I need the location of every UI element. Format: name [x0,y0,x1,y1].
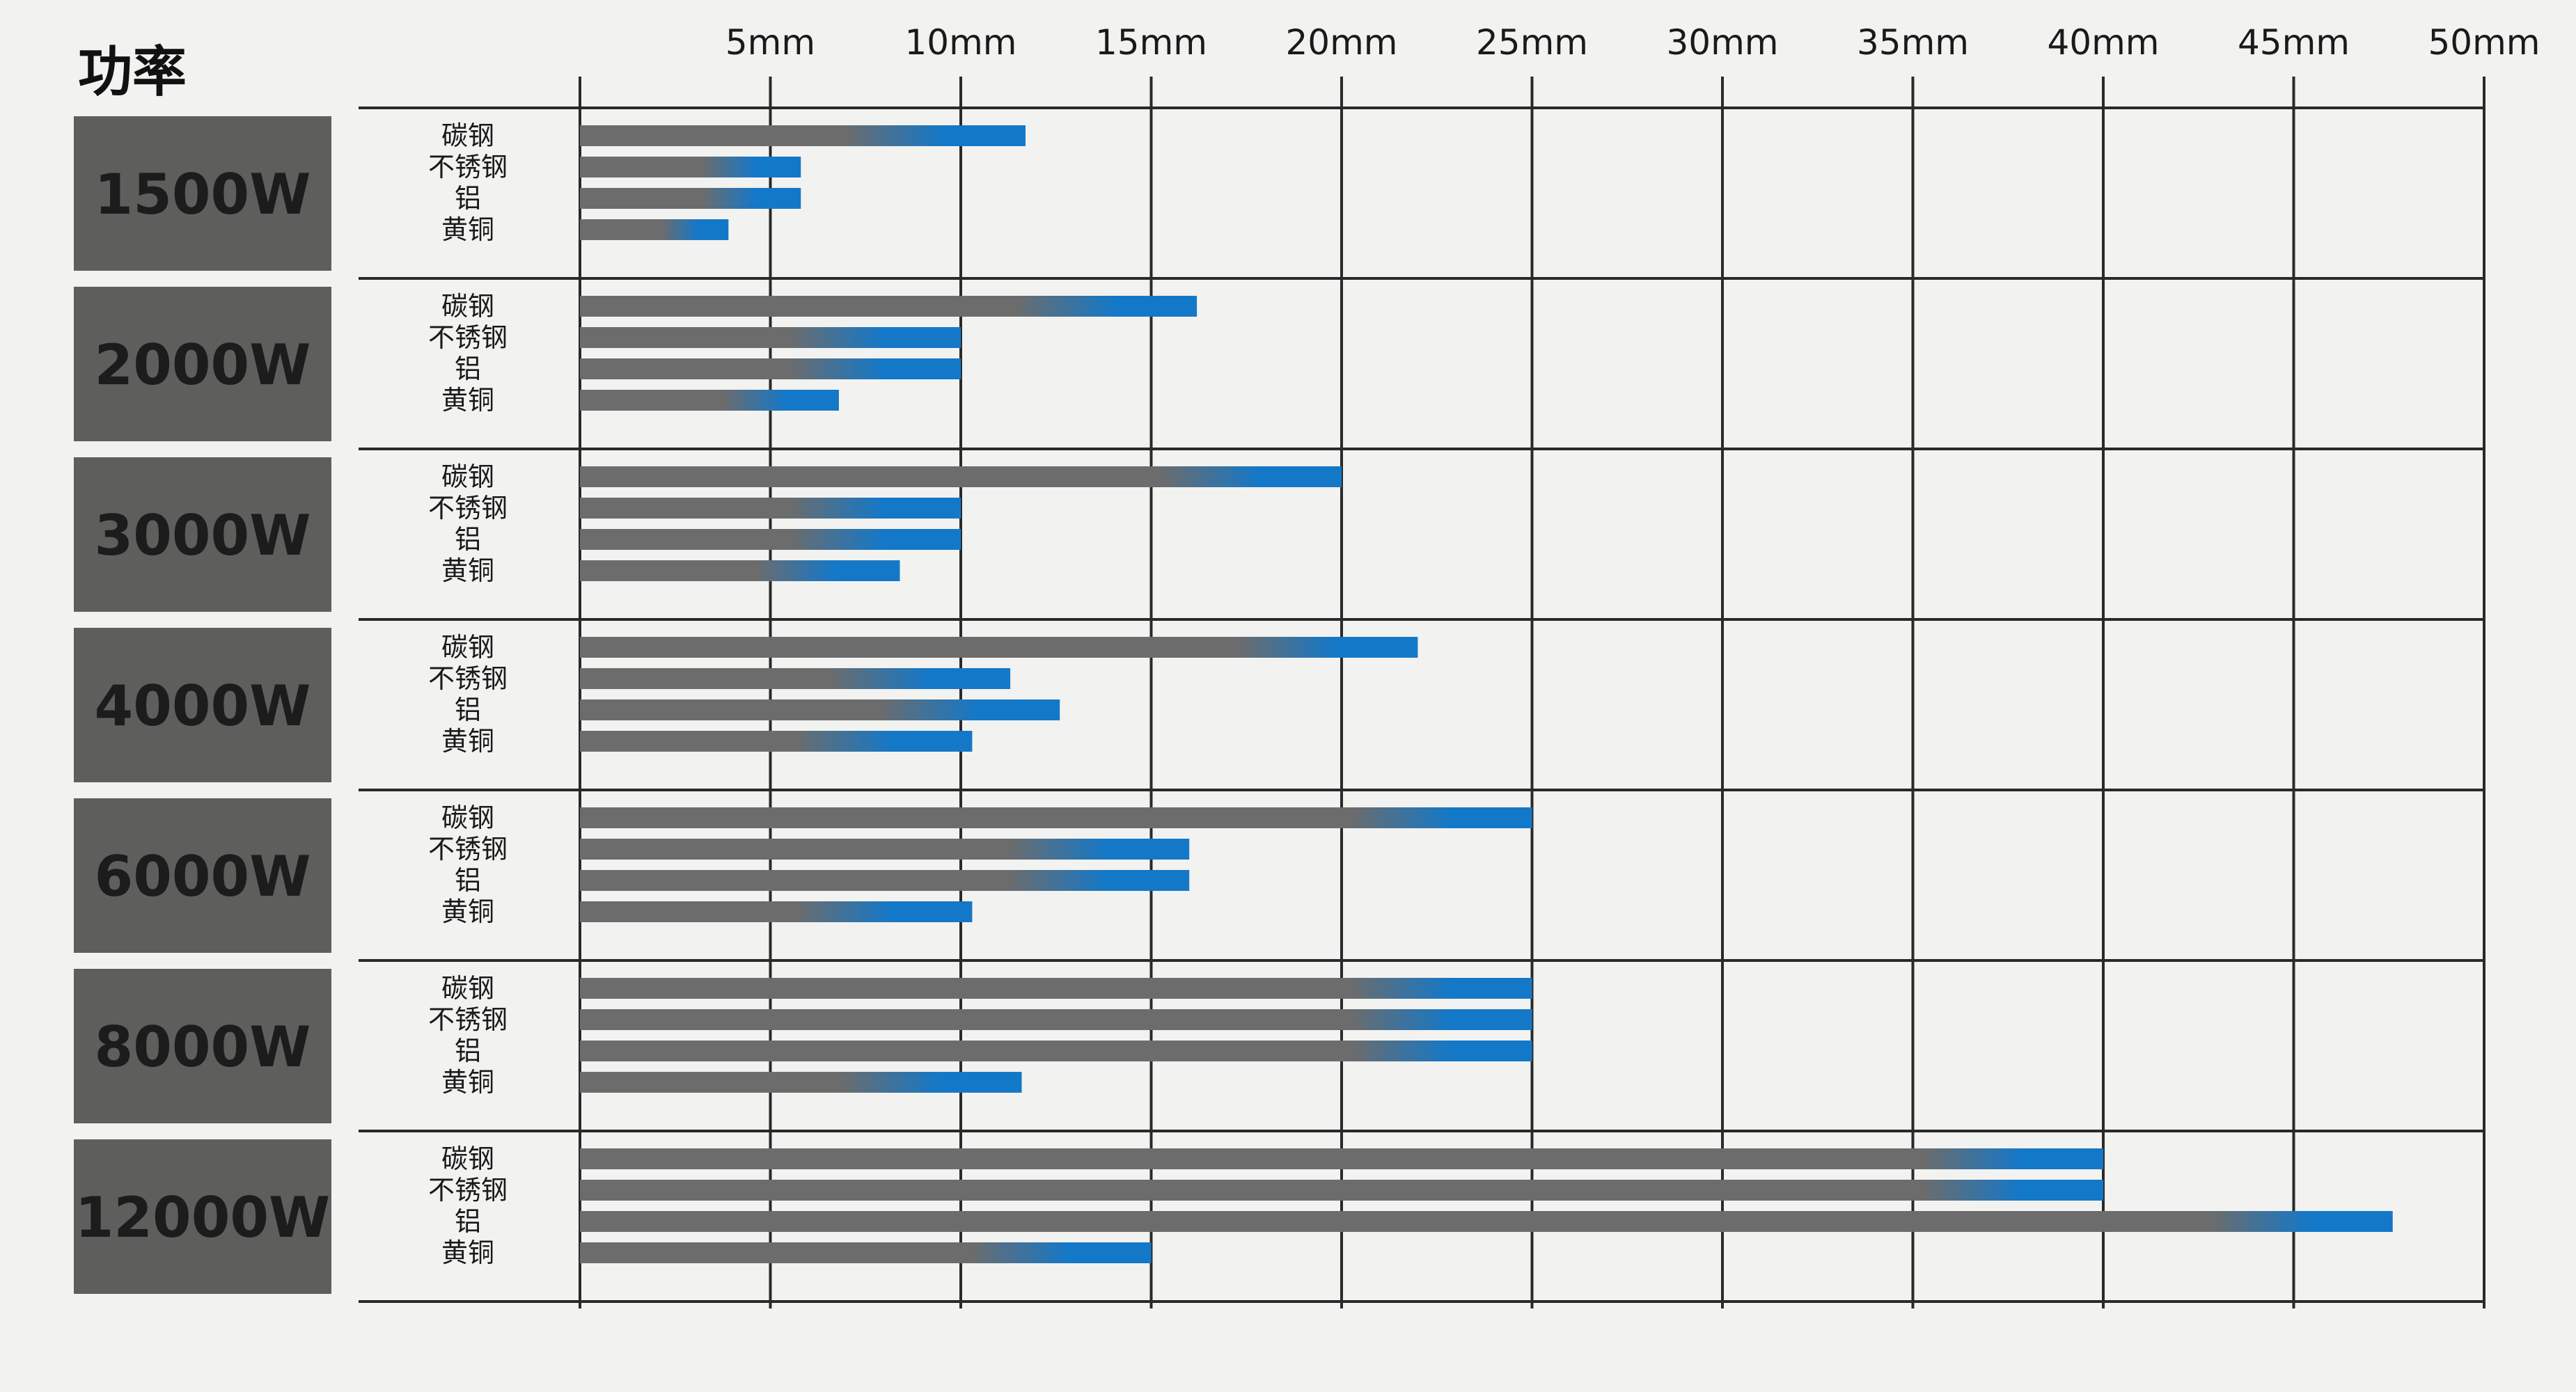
material-label-铝: 铝 [455,1036,481,1066]
x-axis-tick-labels: 5mm 10mm 15mm 20mm 25mm 30mm 35mm 40mm 45mm 50mm [725,22,2540,63]
material-label-碳钢: 碳钢 [441,802,494,833]
power-label-8000W: 8000W [95,1015,311,1079]
material-label-碳钢: 碳钢 [441,632,494,663]
bar-3000W-铝 [580,529,961,550]
material-label-不锈钢: 不锈钢 [428,493,508,523]
bar-12000W-铝 [580,1211,2393,1232]
power-labels: 1500W 2000W 3000W 4000W 6000W 8000W 12000W [74,116,331,1294]
material-label-不锈钢: 不锈钢 [428,1175,508,1205]
x-tick-label-20mm: 20mm [1285,22,1397,63]
material-label-黄铜: 黄铜 [441,1067,494,1098]
bars [580,125,2393,1263]
power-label-4000W: 4000W [95,674,311,738]
grid [359,77,2485,1308]
bar-3000W-黄铜 [580,560,900,581]
bar-8000W-黄铜 [580,1072,1022,1093]
bar-8000W-不锈钢 [580,1009,1532,1030]
material-label-铝: 铝 [455,354,481,384]
material-label-不锈钢: 不锈钢 [428,834,508,864]
bar-12000W-黄铜 [580,1242,1152,1263]
material-label-碳钢: 碳钢 [441,461,494,492]
bar-4000W-铝 [580,699,1060,720]
power-label-3000W: 3000W [95,503,311,568]
x-tick-label-15mm: 15mm [1095,22,1207,63]
material-label-铝: 铝 [455,865,481,896]
x-tick-label-5mm: 5mm [725,22,815,63]
power-label-2000W: 2000W [95,333,311,397]
material-label-碳钢: 碳钢 [441,291,494,322]
x-tick-label-25mm: 25mm [1476,22,1588,63]
material-label-不锈钢: 不锈钢 [428,322,508,353]
material-label-黄铜: 黄铜 [441,214,494,245]
x-tick-label-30mm: 30mm [1666,22,1778,63]
material-label-碳钢: 碳钢 [441,120,494,151]
bar-4000W-黄铜 [580,731,973,752]
material-label-碳钢: 碳钢 [441,973,494,1004]
x-tick-label-40mm: 40mm [2047,22,2159,63]
material-label-铝: 铝 [455,695,481,725]
material-label-黄铜: 黄铜 [441,385,494,416]
bar-3000W-不锈钢 [580,498,961,519]
bar-6000W-碳钢 [580,807,1532,828]
bar-1500W-不锈钢 [580,157,801,177]
bar-2000W-铝 [580,358,961,379]
material-label-不锈钢: 不锈钢 [428,152,508,182]
bar-3000W-碳钢 [580,466,1342,487]
power-box-2000W [74,287,331,441]
bar-12000W-不锈钢 [580,1180,2103,1201]
power-box-12000W [74,1139,331,1294]
bar-1500W-铝 [580,188,801,209]
bar-2000W-碳钢 [580,296,1197,317]
x-tick-label-45mm: 45mm [2238,22,2350,63]
x-tick-label-50mm: 50mm [2428,22,2540,63]
power-box-4000W [74,628,331,782]
material-label-碳钢: 碳钢 [441,1144,494,1174]
material-label-铝: 铝 [455,524,481,555]
bar-1500W-黄铜 [580,219,729,240]
material-label-铝: 铝 [455,1206,481,1237]
power-box-6000W [74,798,331,953]
bar-6000W-黄铜 [580,901,973,922]
bar-4000W-碳钢 [580,637,1418,658]
material-label-黄铜: 黄铜 [441,726,494,757]
bar-8000W-铝 [580,1041,1532,1061]
x-tick-label-35mm: 35mm [1857,22,1969,63]
power-box-3000W [74,457,331,612]
power-header-label: 功率 [78,41,187,104]
bar-6000W-不锈钢 [580,839,1190,860]
material-label-不锈钢: 不锈钢 [428,1004,508,1035]
bar-12000W-碳钢 [580,1148,2103,1169]
bar-6000W-铝 [580,870,1190,891]
material-label-黄铜: 黄铜 [441,555,494,586]
material-label-黄铜: 黄铜 [441,1237,494,1268]
bar-1500W-碳钢 [580,125,1026,146]
material-label-铝: 铝 [455,183,481,214]
power-label-12000W: 12000W [75,1185,331,1250]
bar-8000W-碳钢 [580,978,1532,999]
power-label-6000W: 6000W [95,844,311,909]
bar-2000W-黄铜 [580,390,839,411]
material-labels: 碳钢不锈钢铝黄铜碳钢不锈钢铝黄铜碳钢不锈钢铝黄铜碳钢不锈钢铝黄铜碳钢不锈钢铝黄铜… [428,120,508,1268]
bar-4000W-不锈钢 [580,668,1011,689]
bar-2000W-不锈钢 [580,327,961,348]
material-label-不锈钢: 不锈钢 [428,663,508,694]
power-label-1500W: 1500W [95,162,311,227]
power-box-8000W [74,969,331,1123]
x-tick-label-10mm: 10mm [904,22,1016,63]
power-box-1500W [74,116,331,271]
material-label-黄铜: 黄铜 [441,896,494,927]
